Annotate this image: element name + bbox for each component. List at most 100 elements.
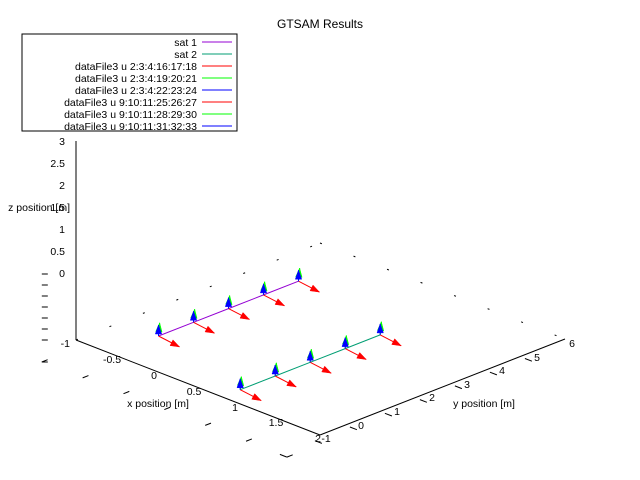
- y-axis-line: [319, 338, 566, 436]
- legend-label: dataFile3 u 9:10:11:28:29:30: [64, 109, 197, 121]
- orientation-arrow: [154, 324, 163, 336]
- x-axis-label: x position [m]: [127, 398, 189, 410]
- legend-label: dataFile3 u 9:10:11:31:32:33: [64, 121, 197, 133]
- arrow-head: [321, 365, 332, 374]
- arrow-head: [306, 350, 314, 361]
- y-tick-label: 5: [534, 352, 540, 364]
- y-tick-mark: [279, 453, 288, 458]
- orientation-arrow: [274, 375, 297, 388]
- z-tick-label: 1: [59, 224, 65, 236]
- y-axis-label: y position [m]: [453, 398, 515, 410]
- z-tick-label: 3: [59, 136, 65, 148]
- orientation-arrow: [309, 361, 332, 374]
- x-tick-mark: [205, 422, 212, 426]
- arrow-head: [391, 338, 402, 347]
- orientation-arrow: [344, 348, 367, 360]
- arrow-head: [154, 324, 163, 335]
- arrow-head: [294, 269, 303, 280]
- x-tick-mark: [123, 390, 130, 395]
- x-tick-label: 2: [315, 433, 321, 445]
- arrow-head: [341, 336, 349, 347]
- orientation-arrow: [376, 323, 384, 335]
- x-tick-mark: [245, 438, 253, 442]
- x-tick-mark: [82, 375, 89, 379]
- y-tick-mark: [454, 385, 463, 390]
- arrow-head: [271, 364, 279, 375]
- arrow-head: [309, 284, 321, 293]
- y-tick-label: 6: [569, 338, 575, 350]
- y-tick-mark: [524, 358, 533, 362]
- orientation-arrow: [224, 296, 233, 309]
- arrow-head: [224, 296, 233, 307]
- orientation-arrow: [228, 308, 251, 320]
- orientation-arrow: [341, 336, 349, 349]
- orientation-arrow: [193, 321, 216, 334]
- y-tick-mark: [419, 399, 428, 403]
- x-tick-label: 1: [232, 402, 238, 414]
- chart-title: GTSAM Results: [277, 17, 363, 31]
- z-tick-label: 2: [59, 180, 65, 192]
- orientation-arrow: [158, 335, 181, 348]
- y-tick-mark: [314, 440, 323, 444]
- orientation-arrow: [271, 364, 279, 376]
- x-tick-mark: [164, 406, 171, 411]
- x-tick-label: 1.5: [269, 417, 284, 429]
- x-axis-ticks: -1 -0.5 0 0.5 1 1.5 2: [41, 338, 321, 458]
- z-tick-label: 2.5: [50, 158, 65, 170]
- arrow-head: [189, 310, 198, 321]
- orientation-arrow: [259, 283, 268, 295]
- arrow-head: [274, 298, 286, 307]
- x-tick-label: -0.5: [103, 354, 121, 366]
- x-tick-mark: [286, 454, 293, 458]
- base-plane: [75, 141, 566, 436]
- y-tick-label: -1: [321, 433, 330, 445]
- x-tick-label: 0: [151, 370, 157, 382]
- y-tick-mark: [349, 426, 358, 431]
- orientation-arrow: [379, 334, 402, 347]
- orientation-arrow: [263, 294, 286, 307]
- arrow-head: [356, 352, 367, 360]
- orientation-arrow: [189, 310, 198, 323]
- y-tick-mark: [489, 371, 498, 376]
- z-tick-label: 1.5: [50, 202, 65, 214]
- orientation-arrow: [306, 350, 314, 363]
- arrow-head: [251, 393, 262, 401]
- legend-label: dataFile3 u 9:10:11:25:26:27: [64, 97, 197, 109]
- x-tick-label: -1: [61, 338, 70, 350]
- legend-label: dataFile3 u 2:3:4:19:20:21: [75, 73, 197, 85]
- z-tick-label: 0: [59, 268, 65, 280]
- legend-box: [21, 33, 238, 132]
- arrow-head: [286, 379, 297, 388]
- arrow-head: [239, 312, 251, 320]
- legend-label: dataFile3 u 2:3:4:22:23:24: [75, 85, 197, 97]
- legend-label: sat 1: [174, 37, 197, 49]
- y-tick-label: 1: [394, 406, 400, 418]
- z-axis-label: z position [m]: [8, 202, 70, 214]
- y-tick-label: 3: [464, 379, 470, 391]
- z-axis-ticks: 0 0.5 1 1.5 2 2.5 3: [41, 136, 65, 363]
- orientation-arrow: [239, 389, 262, 402]
- x-axis-line: [75, 339, 321, 436]
- z-tick-label: 0.5: [50, 246, 65, 258]
- y-tick-label: 2: [429, 392, 435, 404]
- arrow-head: [169, 339, 181, 348]
- x-tick-label: 0.5: [187, 386, 202, 398]
- back-edge-left: [75, 242, 321, 341]
- orientation-arrow: [236, 377, 244, 390]
- y-axis-ticks: -1 0 1 2 3 4 5 6: [279, 338, 575, 458]
- arrow-head: [236, 377, 244, 388]
- back-edge-right: [319, 242, 566, 340]
- y-tick-mark: [384, 412, 393, 417]
- arrow-head: [259, 283, 268, 294]
- legend-label: dataFile3 u 2:3:4:16:17:18: [75, 61, 197, 73]
- orientation-arrows: [154, 267, 402, 402]
- orientation-arrow: [294, 269, 303, 282]
- arrow-head: [204, 325, 216, 334]
- orientation-arrow: [298, 280, 321, 293]
- y-tick-label: 0: [358, 420, 364, 432]
- arrow-head: [376, 323, 384, 334]
- legend-label: sat 2: [174, 49, 197, 61]
- y-tick-label: 4: [499, 365, 505, 377]
